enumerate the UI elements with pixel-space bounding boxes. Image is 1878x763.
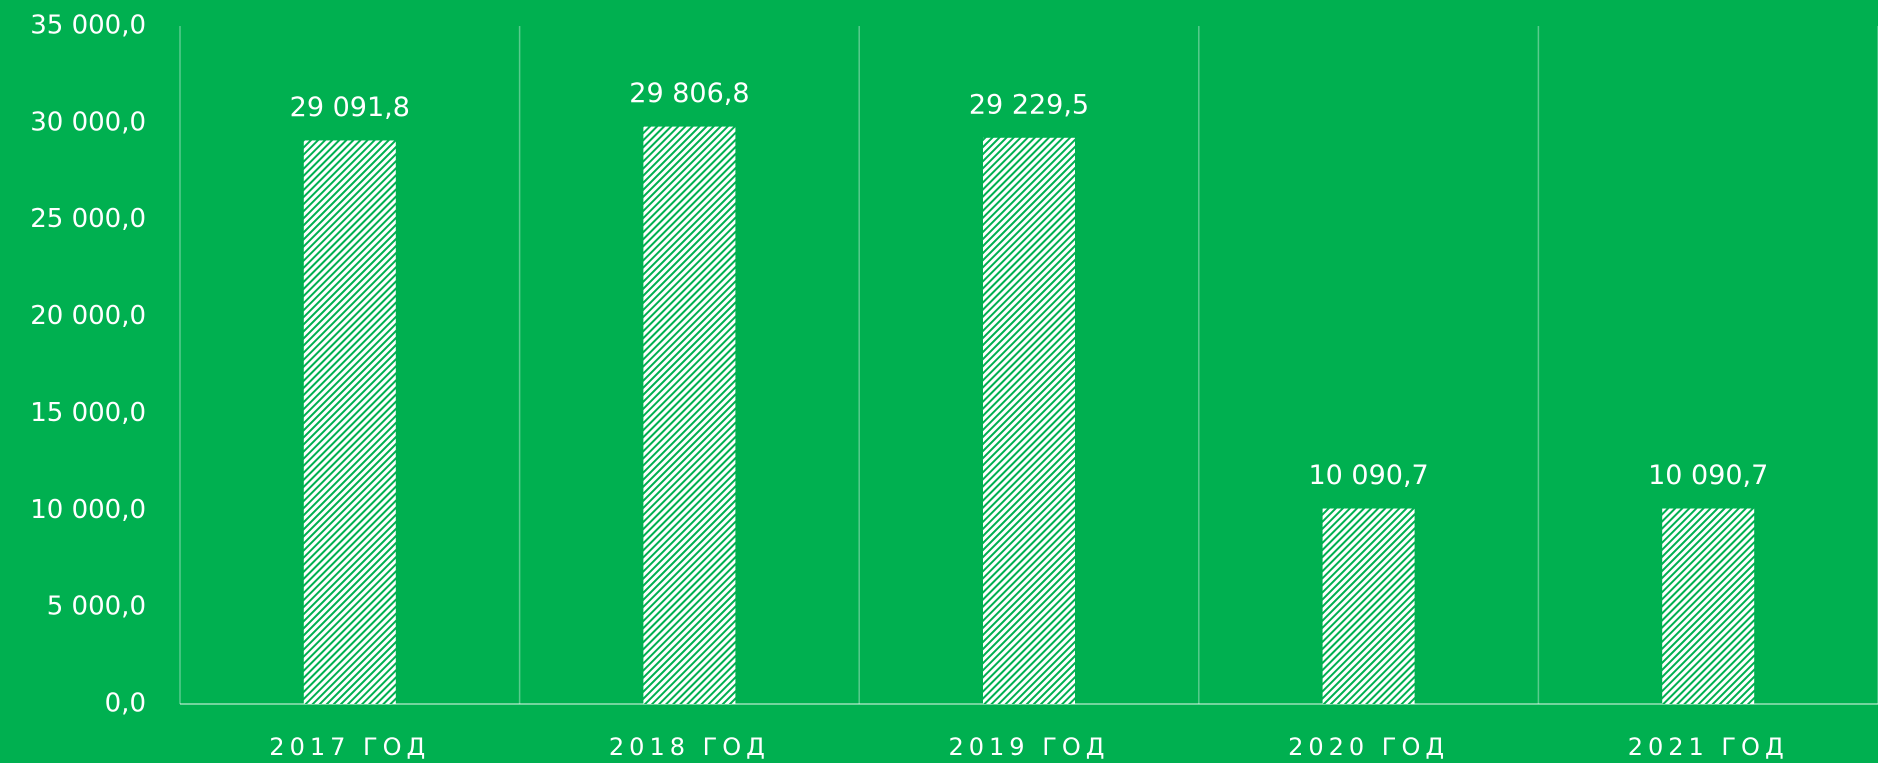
y-tick-label: 35 000,0 [30, 11, 146, 41]
value-label: 29 806,8 [629, 78, 749, 109]
bar [303, 140, 396, 705]
bar [643, 126, 736, 704]
x-tick-label: 2018 ГОД [609, 733, 770, 761]
y-tick-label: 30 000,0 [30, 107, 146, 137]
bar [983, 137, 1075, 704]
y-tick-label: 10 000,0 [30, 495, 146, 525]
y-tick-label: 20 000,0 [30, 301, 146, 331]
y-tick-label: 25 000,0 [30, 204, 146, 234]
x-tick-label: 2019 ГОД [949, 733, 1110, 761]
value-label: 10 090,7 [1648, 460, 1768, 491]
value-label: 29 229,5 [969, 89, 1089, 120]
x-tick-label: 2020 ГОД [1288, 733, 1449, 761]
y-tick-label: 15 000,0 [30, 398, 146, 428]
y-tick-label: 0,0 [105, 689, 146, 719]
y-tick-label: 5 000,0 [47, 592, 146, 622]
value-label: 10 090,7 [1308, 460, 1428, 491]
bar [1662, 508, 1755, 704]
bar [1322, 508, 1415, 704]
value-label: 29 091,8 [290, 92, 410, 123]
x-tick-label: 2017 ГОД [269, 733, 430, 761]
x-tick-label: 2021 ГОД [1628, 733, 1789, 761]
